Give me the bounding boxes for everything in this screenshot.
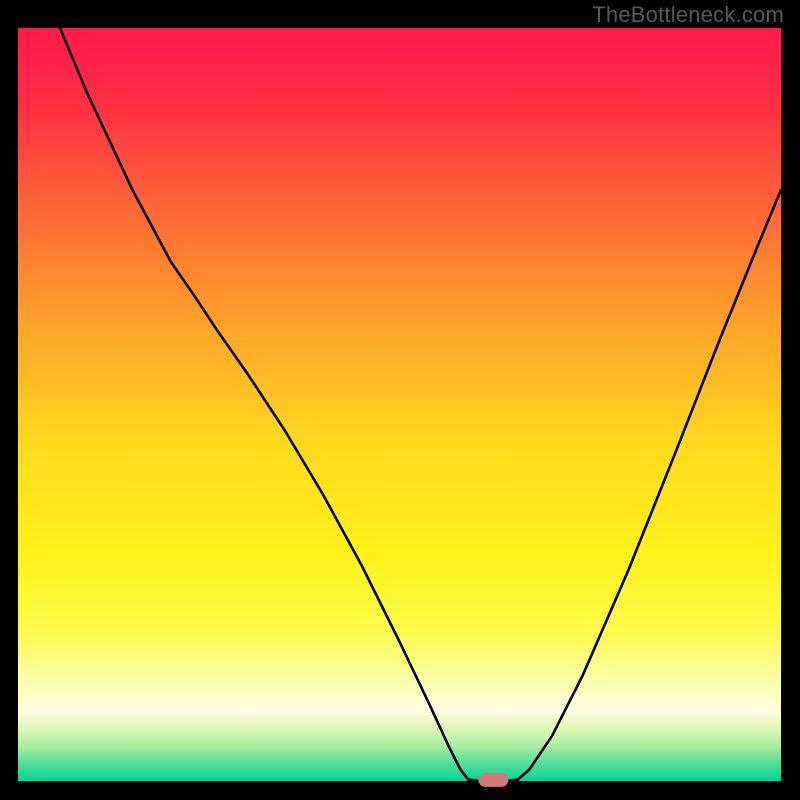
bottleneck-chart <box>0 0 800 800</box>
optimal-marker <box>478 773 508 787</box>
plot-background <box>18 28 781 781</box>
chart-frame: TheBottleneck.com <box>0 0 800 800</box>
watermark-text: TheBottleneck.com <box>592 2 784 28</box>
